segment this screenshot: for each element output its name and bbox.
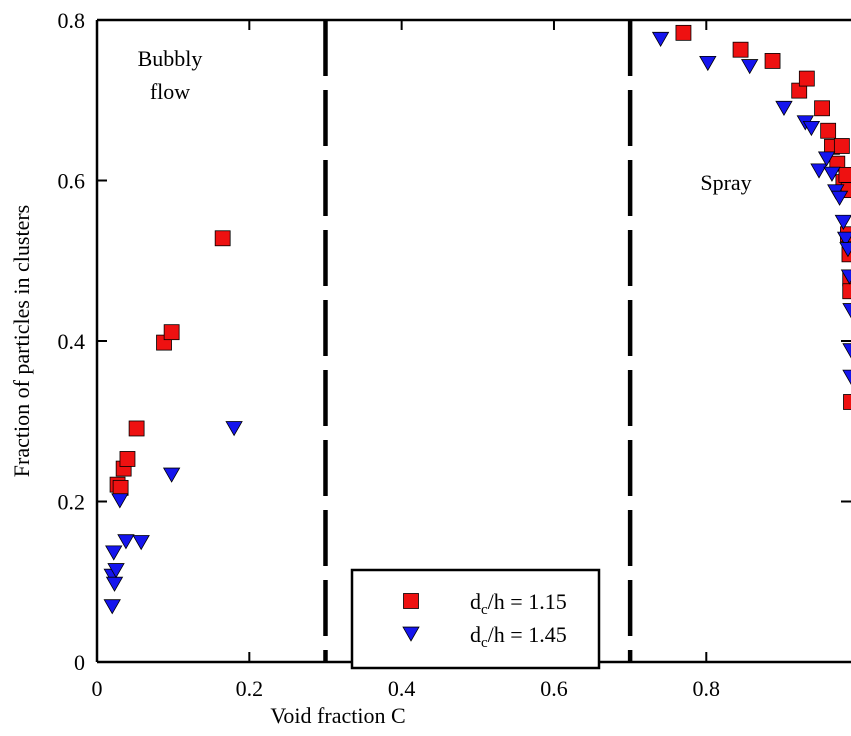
- region-label-bubbly: Bubbly: [138, 46, 203, 71]
- x-axis-title: Void fraction C: [270, 703, 405, 728]
- data-point-square: [820, 122, 837, 139]
- data-point-triangle: [842, 369, 851, 385]
- data-point-square: [128, 420, 145, 437]
- data-point-square: [675, 24, 692, 41]
- legend-marker-square: [403, 593, 419, 609]
- data-point-triangle: [699, 55, 717, 72]
- data-point-triangle: [132, 535, 150, 551]
- data-markers: [103, 24, 851, 615]
- data-point-square: [112, 479, 129, 496]
- data-point-square: [732, 41, 749, 58]
- data-point-triangle: [810, 163, 828, 179]
- data-point-square: [840, 182, 851, 199]
- data-point-triangle: [802, 120, 821, 137]
- data-point-triangle: [107, 563, 125, 579]
- y-tick-label: 0: [74, 650, 85, 675]
- data-point-triangle: [842, 343, 851, 359]
- legend-label: dc/h = 1.45: [470, 622, 567, 651]
- data-point-triangle: [651, 31, 670, 48]
- plot-frame: [95, 18, 851, 664]
- region-label-flow: flow: [150, 79, 190, 104]
- data-point-triangle: [105, 545, 123, 561]
- legend-label: dc/h = 1.15: [470, 589, 567, 618]
- legend-marker-triangle: [402, 626, 420, 642]
- data-point-square: [798, 70, 815, 87]
- legend-box: [350, 568, 601, 670]
- x-tick-label: 0: [92, 676, 103, 701]
- region-label-spray: Spray: [700, 170, 751, 195]
- data-point-triangle: [225, 421, 243, 437]
- data-point-triangle: [817, 151, 836, 167]
- axis-labels: Void fraction C Fraction of particles in…: [9, 205, 406, 728]
- data-point-triangle: [741, 59, 759, 75]
- data-point-triangle: [117, 534, 135, 550]
- y-tick-label: 0.2: [58, 490, 86, 515]
- data-point-triangle: [830, 190, 849, 206]
- data-point-triangle: [842, 303, 851, 319]
- data-point-triangle: [823, 166, 841, 182]
- x-tick-label: 0.8: [693, 676, 721, 701]
- data-point-triangle: [103, 599, 121, 615]
- regime-boundaries: [323, 20, 633, 662]
- data-point-triangle: [162, 467, 181, 483]
- data-point-square: [814, 100, 830, 117]
- data-point-triangle: [105, 576, 124, 592]
- y-tick-label: 0.6: [58, 169, 86, 194]
- data-point-triangle: [834, 214, 851, 230]
- data-point-square: [163, 324, 180, 341]
- region-labels: Bubbly flow Spray: [138, 46, 752, 195]
- data-point-triangle: [840, 269, 851, 285]
- data-point-square: [843, 394, 851, 410]
- x-tick-label: 0.2: [236, 676, 264, 701]
- data-point-square: [833, 138, 850, 154]
- legend: dc/h = 1.15 dc/h = 1.45: [350, 568, 601, 670]
- data-point-square: [764, 53, 781, 69]
- data-point-square: [214, 230, 231, 247]
- data-point-square: [842, 283, 851, 300]
- data-point-triangle: [839, 242, 851, 258]
- data-point-triangle: [775, 100, 793, 117]
- axis-ticks: 0 0.2 0.4 0.6 0.8 0 0.2 0.4 0.6 0.8: [58, 8, 851, 701]
- y-tick-label: 0.4: [58, 329, 86, 354]
- y-tick-label: 0.8: [58, 8, 86, 33]
- data-point-square: [119, 451, 136, 467]
- x-tick-label: 0.6: [540, 676, 568, 701]
- data-point-square: [838, 166, 851, 183]
- x-tick-label: 0.4: [388, 676, 416, 701]
- data-point-triangle: [111, 493, 129, 509]
- y-axis-title: Fraction of particles in clusters: [9, 205, 34, 477]
